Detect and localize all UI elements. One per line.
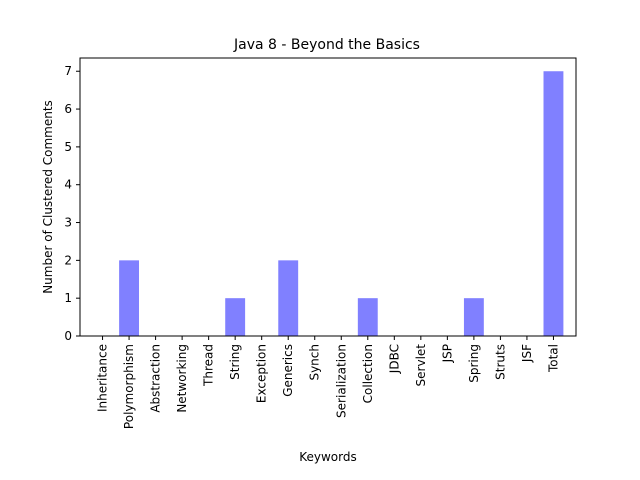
x-tick-label-collection: Collection [361,344,375,403]
x-tick-label-total: Total [546,344,560,373]
y-tick-label: 5 [64,140,72,154]
y-axis-ticks: 0 1 2 3 4 5 6 7 [64,64,80,343]
y-tick-label: 1 [64,291,72,305]
x-tick-label-serialization: Serialization [334,344,348,418]
x-tick-label-servlet: Servlet [414,344,428,387]
y-axis-label: Number of Clustered Comments [41,100,55,294]
x-tick-label-jdbc: JDBC [387,344,401,374]
bar-total [543,71,564,337]
bar-collection [357,298,378,336]
x-tick-label-generics: Generics [281,344,295,397]
x-tick-label-exception: Exception [255,344,269,403]
y-tick-label: 6 [64,102,72,116]
x-axis-label: Keywords [299,450,357,464]
bar-string [225,298,246,336]
y-tick-label: 0 [64,329,72,343]
x-tick-label-synch: Synch [308,344,322,381]
x-tick-label-inheritance: Inheritance [96,344,110,412]
plot-frame [79,57,577,337]
x-tick-label-networking: Networking [175,344,189,413]
bar-generics [278,260,299,336]
y-tick-label: 7 [64,64,72,78]
bars-group [119,71,564,337]
x-tick-label-thread: Thread [202,344,216,387]
x-tick-label-jsp: JSP [440,344,454,363]
axes-group [79,57,577,337]
x-tick-label-abstraction: Abstraction [149,344,163,413]
x-tick-label-jsf: JSF [520,344,534,363]
bar-polymorphism [119,260,140,336]
x-tick-label-struts: Struts [493,344,507,380]
x-tick-label-string: String [228,344,242,380]
y-tick-label: 3 [64,216,72,230]
x-tick-label-polymorphism: Polymorphism [122,344,136,429]
y-tick-label: 4 [64,178,72,192]
x-axis-ticks: Inheritance Polymorphism Abstraction Networ… [96,336,560,429]
y-tick-label: 2 [64,253,72,267]
chart-title: Java 8 - Beyond the Basics [233,37,420,53]
bar-spring [463,298,484,336]
x-tick-label-spring: Spring [467,344,481,383]
